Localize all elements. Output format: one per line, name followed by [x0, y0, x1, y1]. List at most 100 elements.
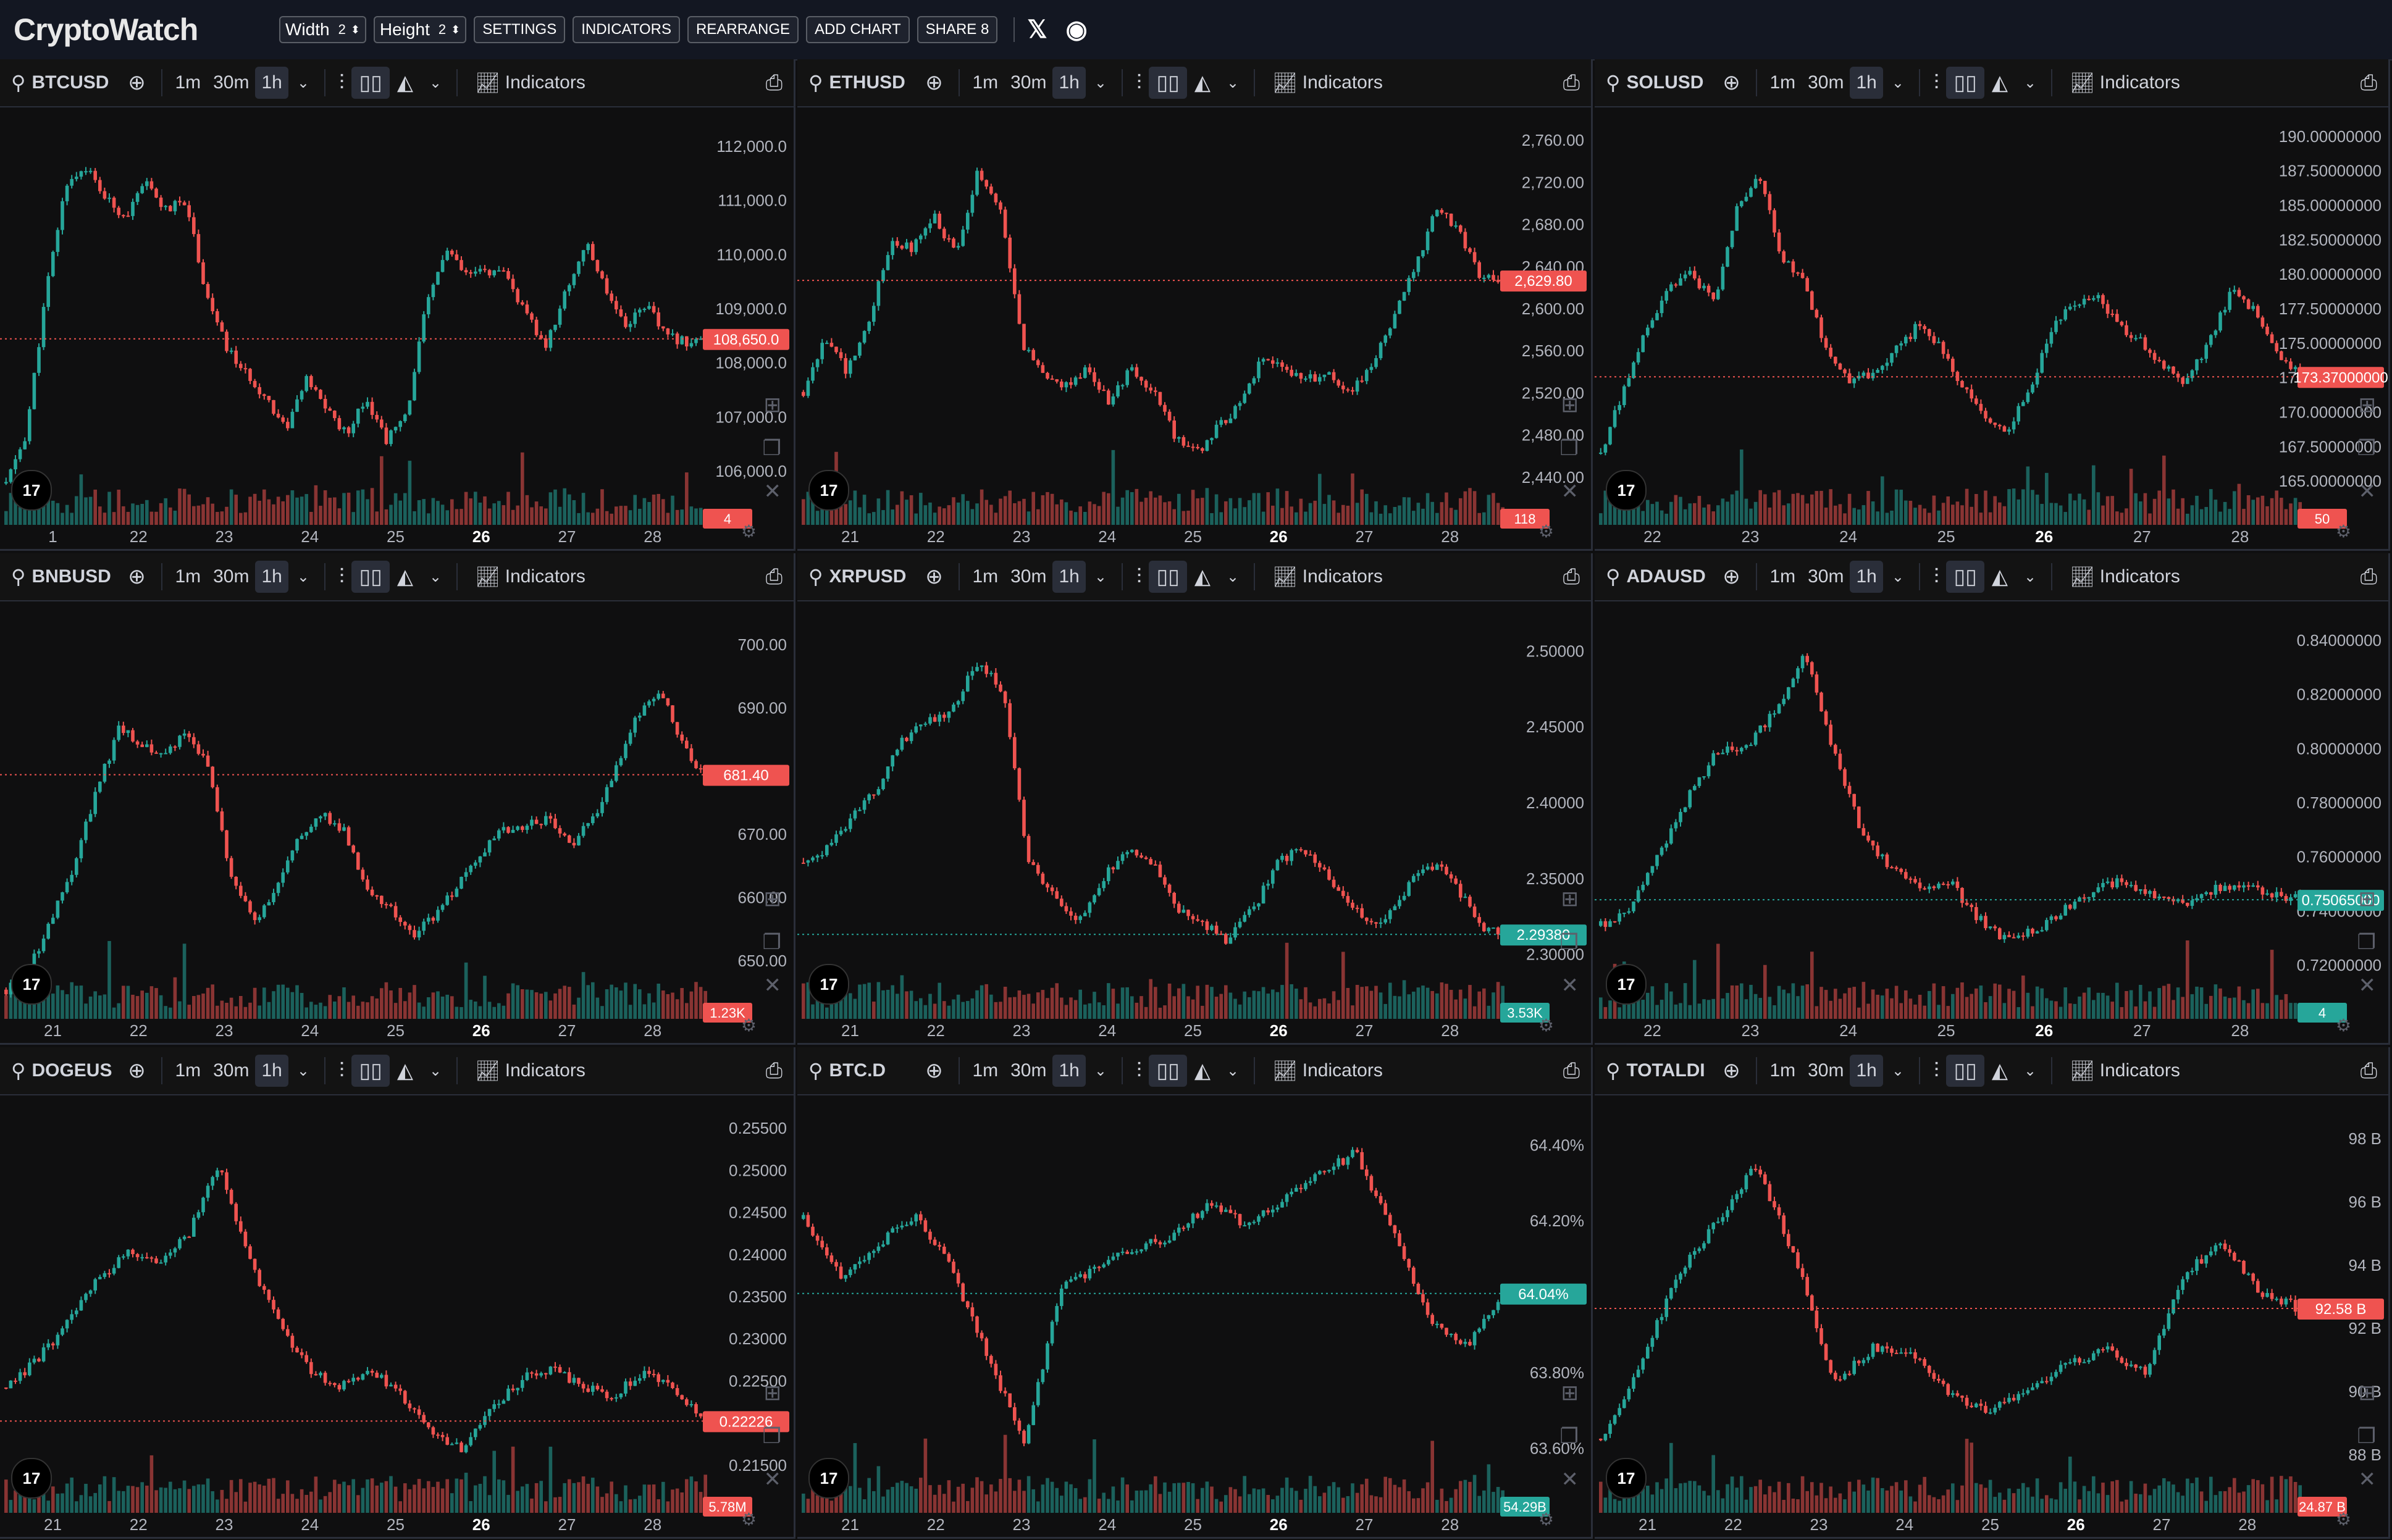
indicators-icon[interactable]: 📈︎	[1272, 1060, 1298, 1082]
area-chart-icon[interactable]: ◭	[1194, 1059, 1211, 1082]
maximize-icon[interactable]: ❐	[1559, 437, 1579, 460]
bar-chart-icon[interactable]: ⫶	[1933, 565, 1939, 588]
timeframe-1h-button[interactable]: 1h	[1052, 561, 1086, 593]
chevron-down-icon[interactable]: ⌄	[429, 568, 442, 585]
tradingview-logo-icon[interactable]: 17	[11, 1458, 52, 1499]
settings-gear-icon[interactable]: ⚙	[2335, 522, 2351, 541]
compare-plus-icon[interactable]: ⊕	[128, 1059, 146, 1082]
tradingview-logo-icon[interactable]: 17	[1606, 1458, 1647, 1499]
bar-chart-icon[interactable]: ⫶	[1136, 565, 1142, 588]
search-icon[interactable]: ⚲	[11, 72, 26, 94]
timeframe-30m-button[interactable]: 30m	[1808, 72, 1844, 93]
compare-plus-icon[interactable]: ⊕	[925, 565, 943, 588]
discord-icon[interactable]: ◉	[1065, 16, 1088, 43]
indicators-button[interactable]: Indicators	[1302, 1060, 1383, 1081]
maximize-icon[interactable]: ❐	[2357, 931, 2376, 954]
chevron-down-icon[interactable]: ⌄	[1891, 74, 1904, 91]
timeframe-1h-button[interactable]: 1h	[255, 1055, 288, 1087]
price-chart[interactable]: 190.00000000 187.50000000 185.00000000 182.…	[1595, 107, 2390, 551]
chevron-down-icon[interactable]: ⌄	[1891, 568, 1904, 585]
maximize-icon[interactable]: ❐	[762, 1425, 781, 1448]
chevron-down-icon[interactable]: ⌄	[2024, 1062, 2037, 1079]
settings-gear-icon[interactable]: ⚙	[1538, 1016, 1554, 1035]
symbol-label[interactable]: ETHUSD	[829, 72, 905, 93]
indicators-button[interactable]: Indicators	[1302, 72, 1383, 93]
price-chart[interactable]: 2,760.002,720.002,680.002,640.002,600.00…	[797, 107, 1593, 551]
indicators-icon[interactable]: 📈︎	[475, 1060, 500, 1082]
indicators-button[interactable]: Indicators	[2099, 566, 2180, 587]
x-icon[interactable]: 𝕏	[1027, 16, 1047, 43]
candlestick-icon[interactable]: ▯▯	[1946, 67, 1984, 99]
candlestick-icon[interactable]: ▯▯	[1149, 561, 1187, 593]
rearrange-button[interactable]: REARRANGE	[687, 16, 799, 43]
indicators-icon[interactable]: 📈︎	[1272, 566, 1298, 588]
indicators-button[interactable]: INDICATORS	[573, 16, 681, 43]
search-icon[interactable]: ⚲	[1606, 566, 1621, 588]
timeframe-1h-button[interactable]: 1h	[255, 561, 288, 593]
tradingview-logo-icon[interactable]: 17	[808, 470, 849, 511]
settings-gear-icon[interactable]: ⚙	[1538, 1510, 1554, 1529]
chevron-down-icon[interactable]: ⌄	[1227, 1062, 1240, 1079]
width-value[interactable]: 2	[338, 22, 346, 37]
bar-chart-icon[interactable]: ⫶	[338, 565, 345, 588]
grid-icon[interactable]: ⊞	[1561, 887, 1579, 911]
chevron-down-icon[interactable]: ⌄	[1891, 1062, 1904, 1079]
settings-gear-icon[interactable]: ⚙	[1538, 522, 1554, 541]
search-icon[interactable]: ⚲	[1606, 72, 1621, 94]
maximize-icon[interactable]: ❐	[762, 931, 781, 954]
indicators-icon[interactable]: 📈︎	[2070, 72, 2095, 94]
timeframe-1m-button[interactable]: 1m	[972, 1060, 999, 1081]
share-button[interactable]: SHARE 8	[917, 16, 998, 43]
grid-icon[interactable]: ⊞	[2358, 1381, 2377, 1405]
camera-icon[interactable]: ⎙	[1563, 564, 1580, 588]
area-chart-icon[interactable]: ◭	[397, 71, 414, 94]
timeframe-1m-button[interactable]: 1m	[972, 72, 999, 93]
compare-plus-icon[interactable]: ⊕	[128, 71, 146, 94]
indicators-button[interactable]: Indicators	[1302, 566, 1383, 587]
camera-icon[interactable]: ⎙	[765, 1058, 783, 1082]
bar-chart-icon[interactable]: ⫶	[338, 71, 345, 94]
settings-gear-icon[interactable]: ⚙	[741, 522, 757, 541]
bar-chart-icon[interactable]: ⫶	[1136, 1059, 1142, 1082]
candlestick-icon[interactable]: ▯▯	[351, 67, 390, 99]
price-chart[interactable]: 0.84000000 0.82000000 0.80000000 0.78000000…	[1595, 601, 2390, 1045]
timeframe-30m-button[interactable]: 30m	[1010, 72, 1047, 93]
spinner-icon[interactable]: ⬍	[451, 23, 461, 36]
indicators-icon[interactable]: 📈︎	[2070, 1060, 2095, 1082]
close-icon[interactable]: ✕	[2358, 480, 2377, 503]
close-icon[interactable]: ✕	[1561, 974, 1579, 997]
height-stepper[interactable]: Height 2 ⬍	[373, 16, 467, 43]
symbol-label[interactable]: BTCUSD	[31, 72, 109, 93]
area-chart-icon[interactable]: ◭	[1194, 71, 1211, 94]
tradingview-logo-icon[interactable]: 17	[1606, 964, 1647, 1005]
search-icon[interactable]: ⚲	[11, 566, 26, 588]
chevron-down-icon[interactable]: ⌄	[429, 1062, 442, 1079]
tradingview-logo-icon[interactable]: 17	[11, 470, 52, 511]
grid-icon[interactable]: ⊞	[1561, 393, 1579, 417]
timeframe-1h-button[interactable]: 1h	[1052, 67, 1086, 99]
timeframe-30m-button[interactable]: 30m	[1808, 1060, 1844, 1081]
camera-icon[interactable]: ⎙	[1563, 70, 1580, 94]
price-chart[interactable]: 98 B 96 B 94 B 92 B 90 B 88 B 21 22 23 24 25 26 27 28…	[1595, 1095, 2390, 1539]
area-chart-icon[interactable]: ◭	[1991, 565, 2008, 588]
search-icon[interactable]: ⚲	[808, 72, 823, 94]
close-icon[interactable]: ✕	[1561, 480, 1579, 503]
indicators-icon[interactable]: 📈︎	[2070, 566, 2095, 588]
bar-chart-icon[interactable]: ⫶	[1933, 1059, 1939, 1082]
chevron-down-icon[interactable]: ⌄	[1227, 74, 1240, 91]
settings-gear-icon[interactable]: ⚙	[741, 1016, 757, 1035]
settings-gear-icon[interactable]: ⚙	[2335, 1016, 2351, 1035]
timeframe-1m-button[interactable]: 1m	[175, 566, 201, 587]
price-chart[interactable]: 700.00690.00680.00670.00660.00650.002122…	[0, 601, 795, 1045]
chevron-down-icon[interactable]: ⌄	[1094, 1062, 1107, 1079]
chevron-down-icon[interactable]: ⌄	[429, 74, 442, 91]
compare-plus-icon[interactable]: ⊕	[925, 71, 943, 94]
close-icon[interactable]: ✕	[763, 480, 782, 503]
settings-button[interactable]: SETTINGS	[474, 16, 566, 43]
price-chart[interactable]: 112,000.0 111,000.0 110,000.0 109,000.0 108,…	[0, 107, 795, 551]
timeframe-1h-button[interactable]: 1h	[1850, 1055, 1883, 1087]
timeframe-1m-button[interactable]: 1m	[972, 566, 999, 587]
timeframe-1h-button[interactable]: 1h	[1850, 67, 1883, 99]
timeframe-30m-button[interactable]: 30m	[213, 566, 250, 587]
candlestick-icon[interactable]: ▯▯	[1946, 1055, 1984, 1087]
